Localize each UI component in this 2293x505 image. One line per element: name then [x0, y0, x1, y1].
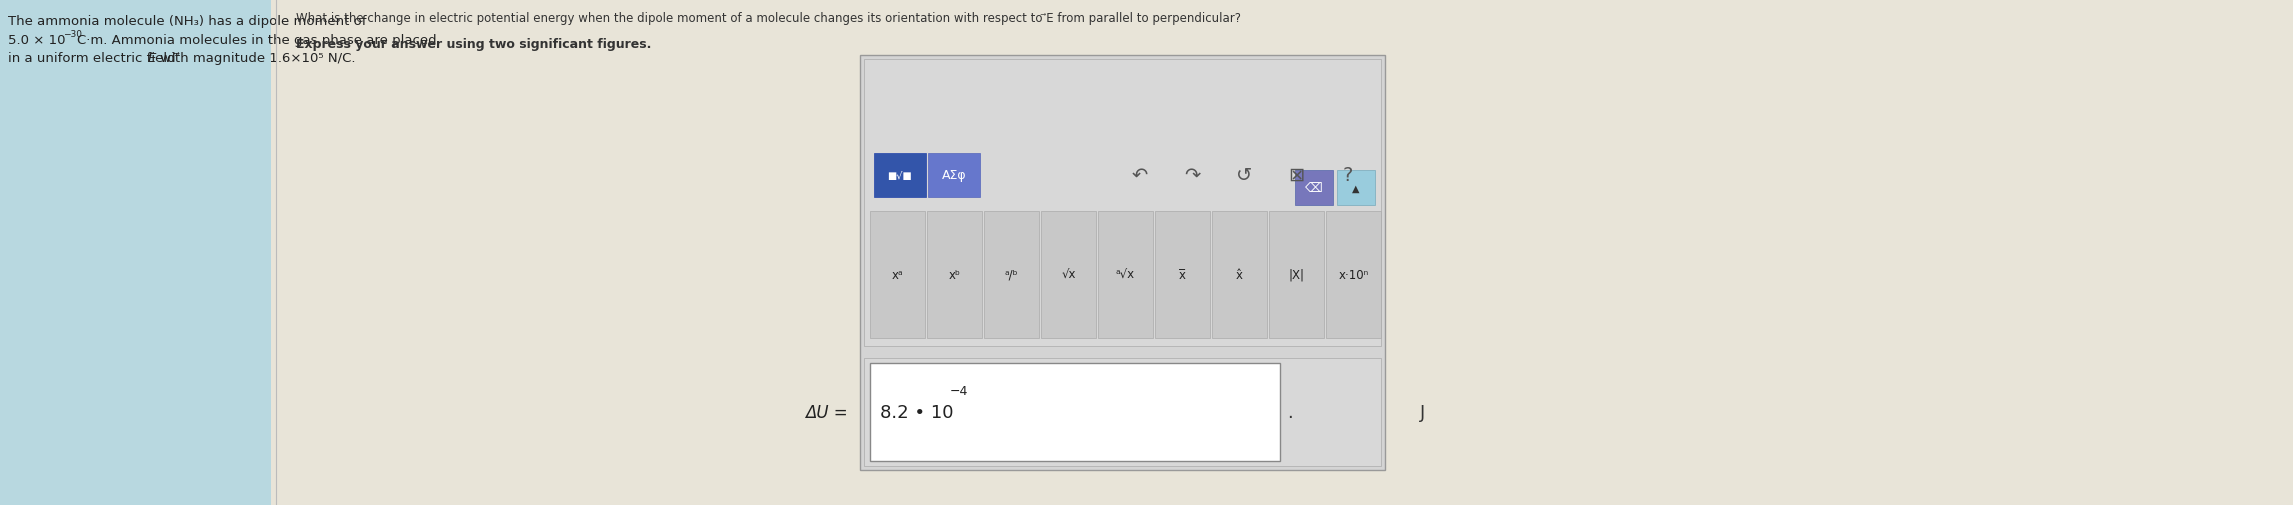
Bar — [1098, 212, 1153, 338]
Text: ?: ? — [1344, 166, 1353, 185]
Text: AΣφ: AΣφ — [942, 169, 965, 182]
Text: ↷: ↷ — [1183, 166, 1199, 185]
Text: ⌫: ⌫ — [1305, 182, 1323, 195]
Text: x·10ⁿ: x·10ⁿ — [1339, 269, 1369, 281]
Bar — [1325, 212, 1380, 338]
Text: xᵇ: xᵇ — [949, 269, 961, 281]
Text: with magnitude 1.6×10⁵ N/C.: with magnitude 1.6×10⁵ N/C. — [156, 52, 355, 65]
Text: −4: −4 — [949, 384, 968, 397]
Text: 8.2 • 10: 8.2 • 10 — [881, 403, 954, 421]
Bar — [926, 212, 981, 338]
Bar — [1156, 212, 1211, 338]
Text: ᵃ/ᵇ: ᵃ/ᵇ — [1004, 269, 1018, 281]
Bar — [869, 364, 1279, 461]
Text: ↶: ↶ — [1133, 166, 1149, 185]
Text: The ammonia molecule (NH₃) has a dipole moment of: The ammonia molecule (NH₃) has a dipole … — [7, 15, 367, 28]
Bar — [869, 212, 924, 338]
Text: ⊠: ⊠ — [1289, 166, 1305, 185]
Text: −30: −30 — [62, 30, 83, 39]
Text: C·m. Ammonia molecules in the gas phase are placed: C·m. Ammonia molecules in the gas phase … — [78, 34, 436, 47]
Text: x̂: x̂ — [1236, 269, 1243, 281]
Text: .: . — [1286, 403, 1293, 421]
Text: E: E — [149, 52, 156, 65]
Text: ΔU =: ΔU = — [805, 403, 848, 421]
Text: Express your answer using two significant figures.: Express your answer using two significan… — [296, 38, 651, 51]
Text: What is the change in electric potential energy when the dipole moment of a mole: What is the change in electric potential… — [296, 12, 1241, 25]
Bar — [1041, 212, 1096, 338]
Bar — [864, 359, 1380, 466]
Text: ▲: ▲ — [1353, 184, 1360, 193]
Bar — [1213, 212, 1268, 338]
Text: in a uniform electric field ⃗: in a uniform electric field ⃗ — [7, 52, 179, 65]
Text: x̅: x̅ — [1179, 269, 1185, 281]
Bar — [874, 153, 926, 197]
Bar — [1296, 171, 1332, 206]
Bar — [0, 0, 271, 505]
Bar — [864, 60, 1380, 346]
Text: ■√■: ■√■ — [887, 170, 913, 180]
Text: √x: √x — [1062, 269, 1075, 281]
Bar — [929, 153, 979, 197]
Text: ᵃ√x: ᵃ√x — [1117, 269, 1135, 281]
Text: 5.0 × 10: 5.0 × 10 — [7, 34, 66, 47]
Bar — [860, 56, 1385, 470]
Bar — [984, 212, 1039, 338]
Text: ↺: ↺ — [1236, 166, 1252, 185]
Bar — [1337, 171, 1376, 206]
Text: |X|: |X| — [1289, 269, 1305, 281]
Text: xᵃ: xᵃ — [892, 269, 903, 281]
Text: J: J — [1419, 403, 1426, 421]
Bar — [1268, 212, 1323, 338]
